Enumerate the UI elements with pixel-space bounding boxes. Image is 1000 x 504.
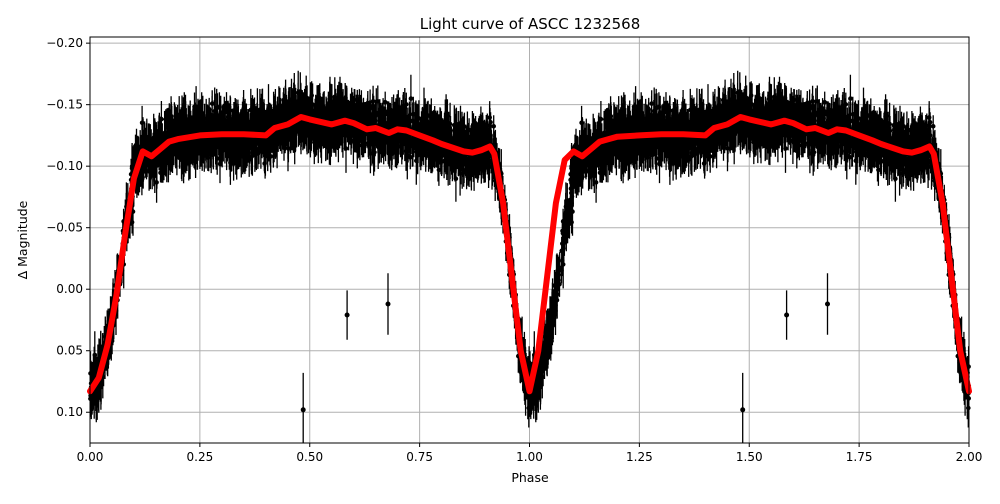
x-axis-ticks: 0.00 0.25 0.50 0.75 1.00 1.25 1.50 1.75 2.00 [77, 443, 983, 464]
y-axis-label: Δ Magnitude [15, 200, 30, 279]
y-tick-label: −0.10 [46, 159, 83, 173]
x-tick-label: 0.25 [187, 450, 214, 464]
x-tick-label: 2.00 [956, 450, 983, 464]
data-points [88, 89, 972, 413]
x-tick-label: 1.50 [736, 450, 763, 464]
x-tick-label: 1.75 [846, 450, 873, 464]
x-tick-label: 1.25 [626, 450, 653, 464]
y-tick-label: 0.00 [56, 282, 83, 296]
x-tick-label: 0.75 [406, 450, 433, 464]
y-axis-ticks: −0.20 −0.15 −0.10 −0.05 0.00 0.05 0.10 [46, 36, 90, 419]
y-tick-label: 0.05 [56, 344, 83, 358]
y-tick-label: 0.10 [56, 405, 83, 419]
y-tick-label: −0.20 [46, 36, 83, 50]
x-axis-label: Phase [511, 470, 549, 485]
x-tick-label: 0.50 [296, 450, 323, 464]
chart-title: Light curve of ASCC 1232568 [420, 15, 641, 33]
x-tick-label: 1.00 [516, 450, 543, 464]
y-tick-label: −0.15 [46, 98, 83, 112]
model-fit-curve [87, 114, 972, 395]
x-tick-label: 0.00 [77, 450, 104, 464]
y-tick-label: −0.05 [46, 221, 83, 235]
